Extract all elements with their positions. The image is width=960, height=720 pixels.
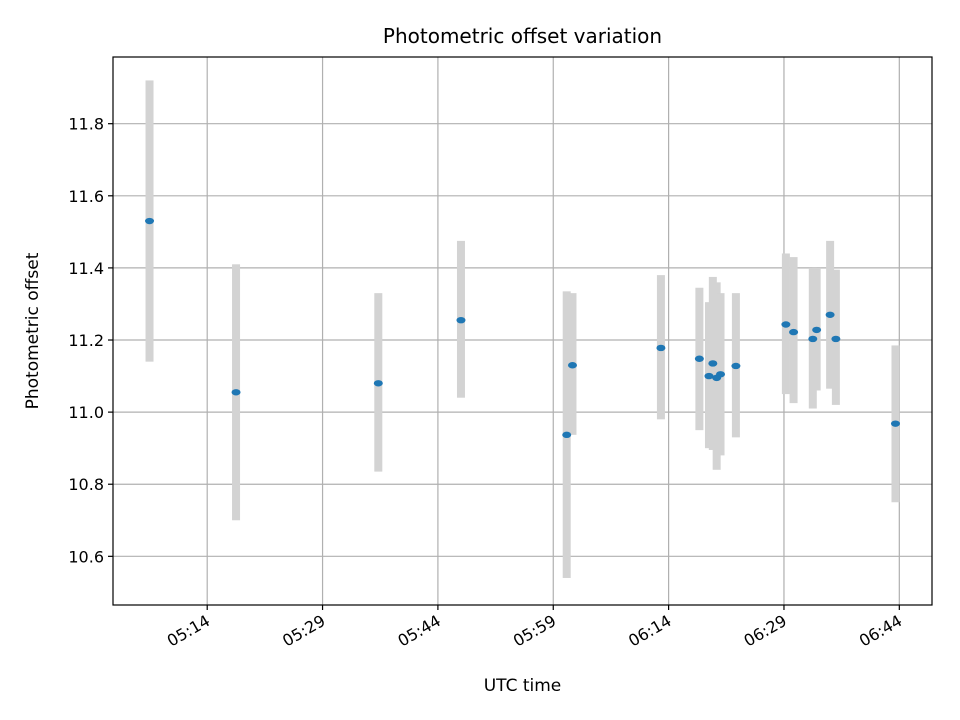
x-axis-title: UTC time: [484, 676, 562, 696]
y-tick-label: 11.0: [68, 403, 104, 422]
x-tick-label: 05:44: [394, 611, 443, 651]
data-point: [825, 311, 835, 318]
data-point: [890, 420, 900, 427]
data-point: [656, 344, 666, 352]
y-tick-label: 11.8: [68, 115, 104, 134]
data-point: [704, 372, 714, 380]
data-point: [456, 316, 466, 324]
y-tick-label: 11.4: [68, 259, 104, 278]
y-tick-label: 11.2: [68, 331, 104, 350]
data-point: [808, 335, 818, 343]
x-tick-label: 06:29: [741, 611, 790, 651]
data-point: [231, 389, 241, 396]
y-tick-label: 10.8: [68, 475, 104, 494]
data-point: [831, 335, 841, 343]
tick-layer: 05:14 05:29 05:44 05:59 06:14 06:29 06:44 10.6 1…: [68, 115, 905, 651]
data-point: [694, 355, 704, 362]
x-tick-label: 06:44: [856, 611, 905, 651]
x-tick-label: 06:14: [625, 611, 674, 651]
y-axis-title: Photometric offset: [23, 252, 43, 409]
y-tick-label: 11.6: [68, 187, 104, 206]
x-tick-label: 05:29: [279, 611, 328, 651]
data-point: [812, 326, 822, 334]
point-layer: [145, 217, 900, 439]
data-point: [731, 362, 741, 370]
data-point: [145, 217, 155, 225]
data-point: [789, 328, 799, 336]
data-point: [562, 431, 572, 439]
y-tick-label: 10.6: [68, 547, 104, 566]
data-point: [781, 321, 791, 328]
plot-frame: [112, 56, 933, 606]
errorbar-layer: [145, 80, 900, 578]
data-point: [716, 371, 726, 378]
chart-title: Photometric offset variation: [383, 24, 662, 48]
x-tick-label: 05:59: [510, 611, 559, 651]
data-point: [373, 380, 383, 387]
data-point: [567, 362, 577, 369]
data-point: [708, 360, 718, 367]
x-tick-label: 05:14: [164, 611, 213, 651]
